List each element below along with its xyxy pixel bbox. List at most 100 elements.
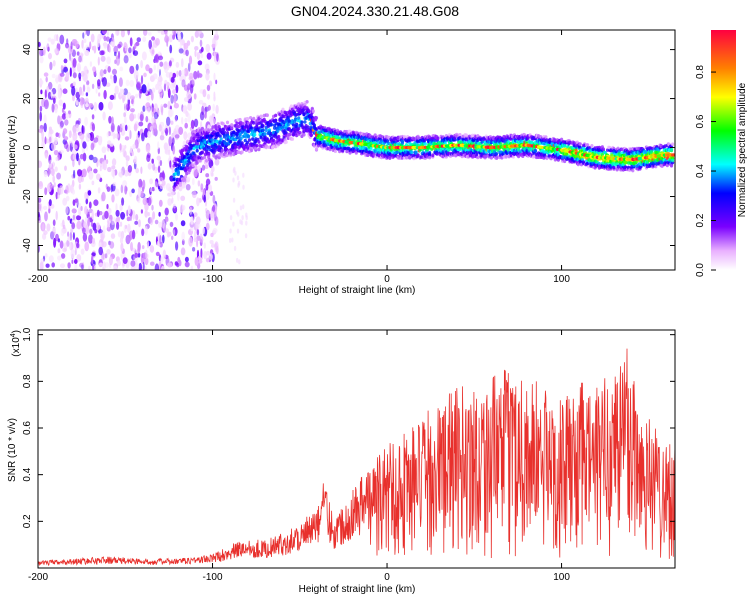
ridge-cell [563,144,567,148]
noise-blob [129,80,135,87]
ridge-cell [402,134,407,139]
ridge-cell [395,150,399,155]
noise-blob [38,48,42,57]
noise-blob [151,107,155,117]
noise-blob [124,116,127,124]
ridge-cell [284,131,288,135]
ridge-cell [246,129,251,134]
noise-blob [191,178,195,186]
noise-blob [194,256,199,266]
noise-blob [119,203,123,212]
noise-blob [51,103,55,113]
ridge-cell [405,155,409,160]
ridge-cell [297,126,301,131]
noise-blob [157,141,160,150]
snr-series-line [38,348,675,566]
ridge-cell [545,156,549,161]
noise-blob [39,55,44,64]
noise-blob [168,108,173,118]
noise-blob [55,156,59,162]
noise-blob [137,188,141,198]
noise-blob [147,130,152,139]
noise-blob [203,194,206,203]
ridge-cell [289,104,293,108]
noise-blob [82,232,88,242]
noise-blob [151,158,154,164]
noise-blob [177,32,181,40]
noise-blob [184,261,190,268]
ridge-cell [314,116,319,120]
ridge-cell [410,150,414,154]
noise-blob [130,95,135,100]
noise-blob [57,238,61,243]
noise-blob [142,261,145,270]
noise-blob [102,267,105,270]
noise-blob [75,123,80,132]
noise-blob [130,260,136,267]
ridge-cell [464,133,468,137]
noise-blob [52,97,56,104]
noise-blob [154,168,158,174]
ridge-cell [484,154,488,159]
ridge-cell [669,164,674,168]
noise-blob [164,144,169,154]
noise-blob [137,130,140,138]
noise-blob [229,238,232,243]
noise-blob [119,143,122,151]
noise-blob [69,242,72,250]
noise-blob [97,56,100,66]
ridge-cell [284,140,288,144]
noise-blob [141,84,147,94]
ridge-cell [654,164,658,169]
noise-blob [196,51,201,60]
noise-blob [39,105,43,112]
noise-blob [153,64,156,71]
noise-blob [108,46,111,53]
noise-blob [77,169,82,177]
noise-blob [111,194,115,203]
noise-blob [42,205,48,210]
noise-blob [79,97,85,106]
noise-blob [185,49,189,57]
noise-blob [199,233,203,239]
noise-blob [104,154,107,161]
noise-blob [197,30,202,35]
ridge-cell [298,130,302,135]
noise-blob [45,263,50,268]
noise-blob [124,136,130,141]
noise-blob [59,185,64,195]
noise-blob [154,263,160,270]
noise-blob [96,38,100,48]
noise-blob [88,154,94,161]
noise-blob [115,209,120,217]
noise-blob [70,41,73,50]
noise-blob [120,242,124,252]
noise-blob [66,239,70,247]
noise-blob [91,83,95,90]
noise-blob [72,125,77,136]
noise-blob [137,148,141,153]
ridge-cell [297,116,301,120]
noise-blob [204,112,207,119]
noise-blob [98,246,103,256]
noise-blob [142,179,146,190]
noise-blob [59,240,64,249]
ridge-cell [341,148,345,153]
noise-blob [64,165,67,171]
noise-blob [72,72,77,79]
noise-blob [232,221,235,227]
ridge-cell [586,143,590,147]
noise-blob [86,80,90,86]
noise-blob [185,184,191,191]
snr-scale-prefix: (x10 [11,337,22,357]
ridge-cell [408,155,412,160]
noise-blob [60,115,63,126]
colorbar-ticks: 0.00.20.40.60.8 [695,65,716,277]
noise-blob [43,122,47,133]
noise-blob [138,121,144,127]
ridge-cell [245,140,249,145]
noise-blob [80,53,84,63]
ridge-cell [288,132,292,137]
ridge-cell [250,148,254,152]
noise-blob [82,46,86,52]
